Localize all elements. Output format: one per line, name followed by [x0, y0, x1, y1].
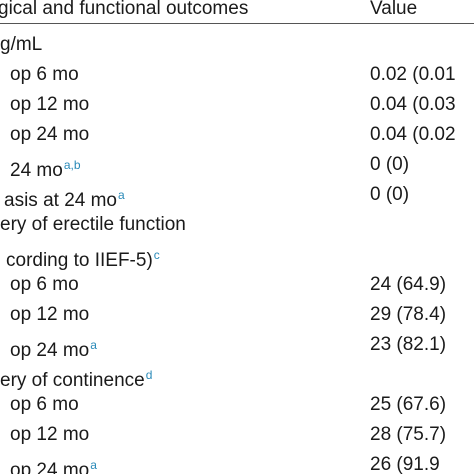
row-label: op 24 moa — [10, 334, 97, 362]
label-text: cording to IIEF-5) — [6, 250, 153, 271]
row-label: ery of erectile function — [0, 214, 186, 236]
label-text: op 12 mo — [10, 424, 90, 445]
label-text: asis at 24 mo — [4, 190, 117, 211]
label-text: ery of continence — [0, 370, 145, 391]
footnote-marker: a — [118, 188, 125, 202]
footnote-marker: c — [153, 248, 160, 262]
row-label: g/mL — [0, 34, 42, 56]
header-rule — [0, 23, 474, 24]
row-label: op 6 mo — [10, 274, 79, 296]
row-value: 0.04 (0.03 — [370, 94, 456, 115]
label-text: op 6 mo — [10, 64, 79, 85]
row-value: 23 (82.1) — [370, 334, 447, 355]
row-label: op 24 moa — [10, 454, 97, 474]
row-label: 24 moa,b — [10, 154, 81, 182]
footnote-marker: a,b — [63, 158, 81, 172]
label-text: op 24 mo — [10, 124, 90, 145]
row-value: 24 (64.9) — [370, 274, 447, 295]
label-text: op 6 mo — [10, 394, 79, 415]
footnote-marker: a — [90, 458, 97, 472]
footnote-marker: a — [90, 338, 97, 352]
row-label: asis at 24 moa — [4, 184, 125, 212]
row-value: 26 (91.9 — [370, 454, 440, 474]
row-label: op 24 mo — [10, 124, 89, 146]
label-text: op 24 mo — [10, 340, 90, 361]
label-text: op 24 mo — [10, 460, 90, 474]
row-value: 0 (0) — [370, 154, 410, 175]
label-text: op 12 mo — [10, 304, 90, 325]
header-label: gical and functional outcomes — [0, 0, 249, 19]
footnote-marker: d — [145, 368, 153, 382]
row-value: 0.02 (0.01 — [370, 64, 456, 85]
row-label: cording to IIEF-5)c — [6, 244, 160, 272]
header-value: Value — [370, 0, 418, 19]
row-value: 29 (78.4) — [370, 304, 447, 325]
row-label: op 6 mo — [10, 394, 79, 416]
row-label: ery of continenced — [0, 364, 152, 392]
label-text: 24 mo — [10, 160, 63, 181]
label-text: g/mL — [0, 34, 43, 55]
row-value: 0.04 (0.02 — [370, 124, 456, 145]
row-label: op 12 mo — [10, 94, 89, 116]
row-label: op 12 mo — [10, 424, 89, 446]
label-text: op 12 mo — [10, 94, 90, 115]
row-value: 0 (0) — [370, 184, 410, 205]
row-label: op 12 mo — [10, 304, 89, 326]
row-label: op 6 mo — [10, 64, 79, 86]
row-value: 28 (75.7) — [370, 424, 447, 445]
label-text: op 6 mo — [10, 274, 79, 295]
label-text: ery of erectile function — [0, 214, 186, 235]
row-value: 25 (67.6) — [370, 394, 447, 415]
